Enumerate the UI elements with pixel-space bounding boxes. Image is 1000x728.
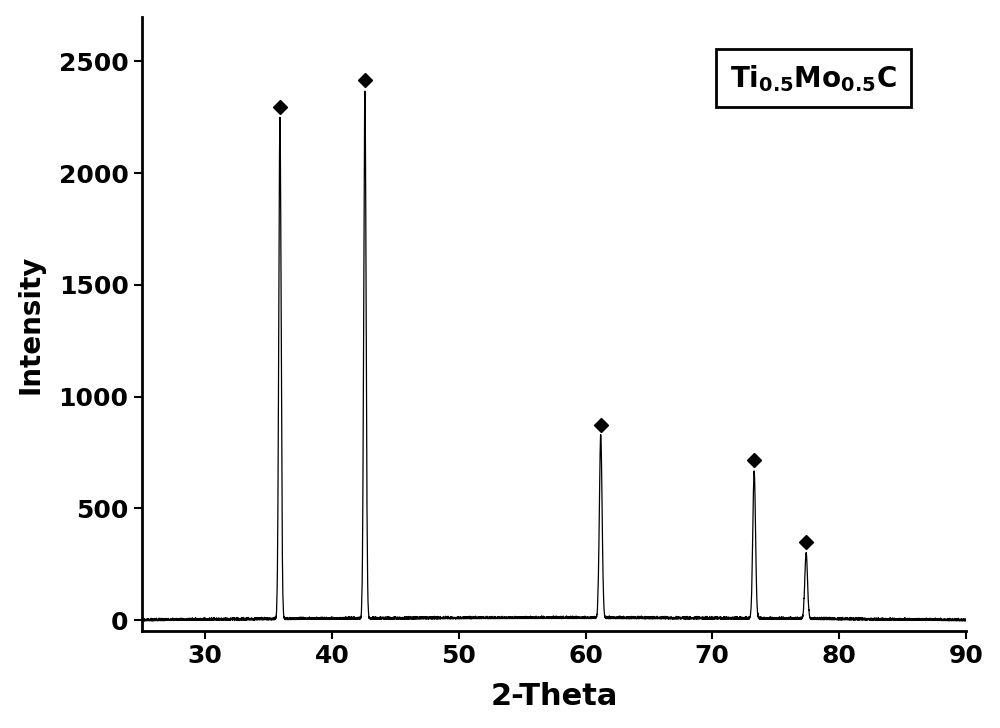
Text: $\mathbf{Ti_{0.5}Mo_{0.5}C}$: $\mathbf{Ti_{0.5}Mo_{0.5}C}$ <box>730 63 897 93</box>
Y-axis label: Intensity: Intensity <box>17 254 45 394</box>
X-axis label: 2-Theta: 2-Theta <box>490 682 618 711</box>
